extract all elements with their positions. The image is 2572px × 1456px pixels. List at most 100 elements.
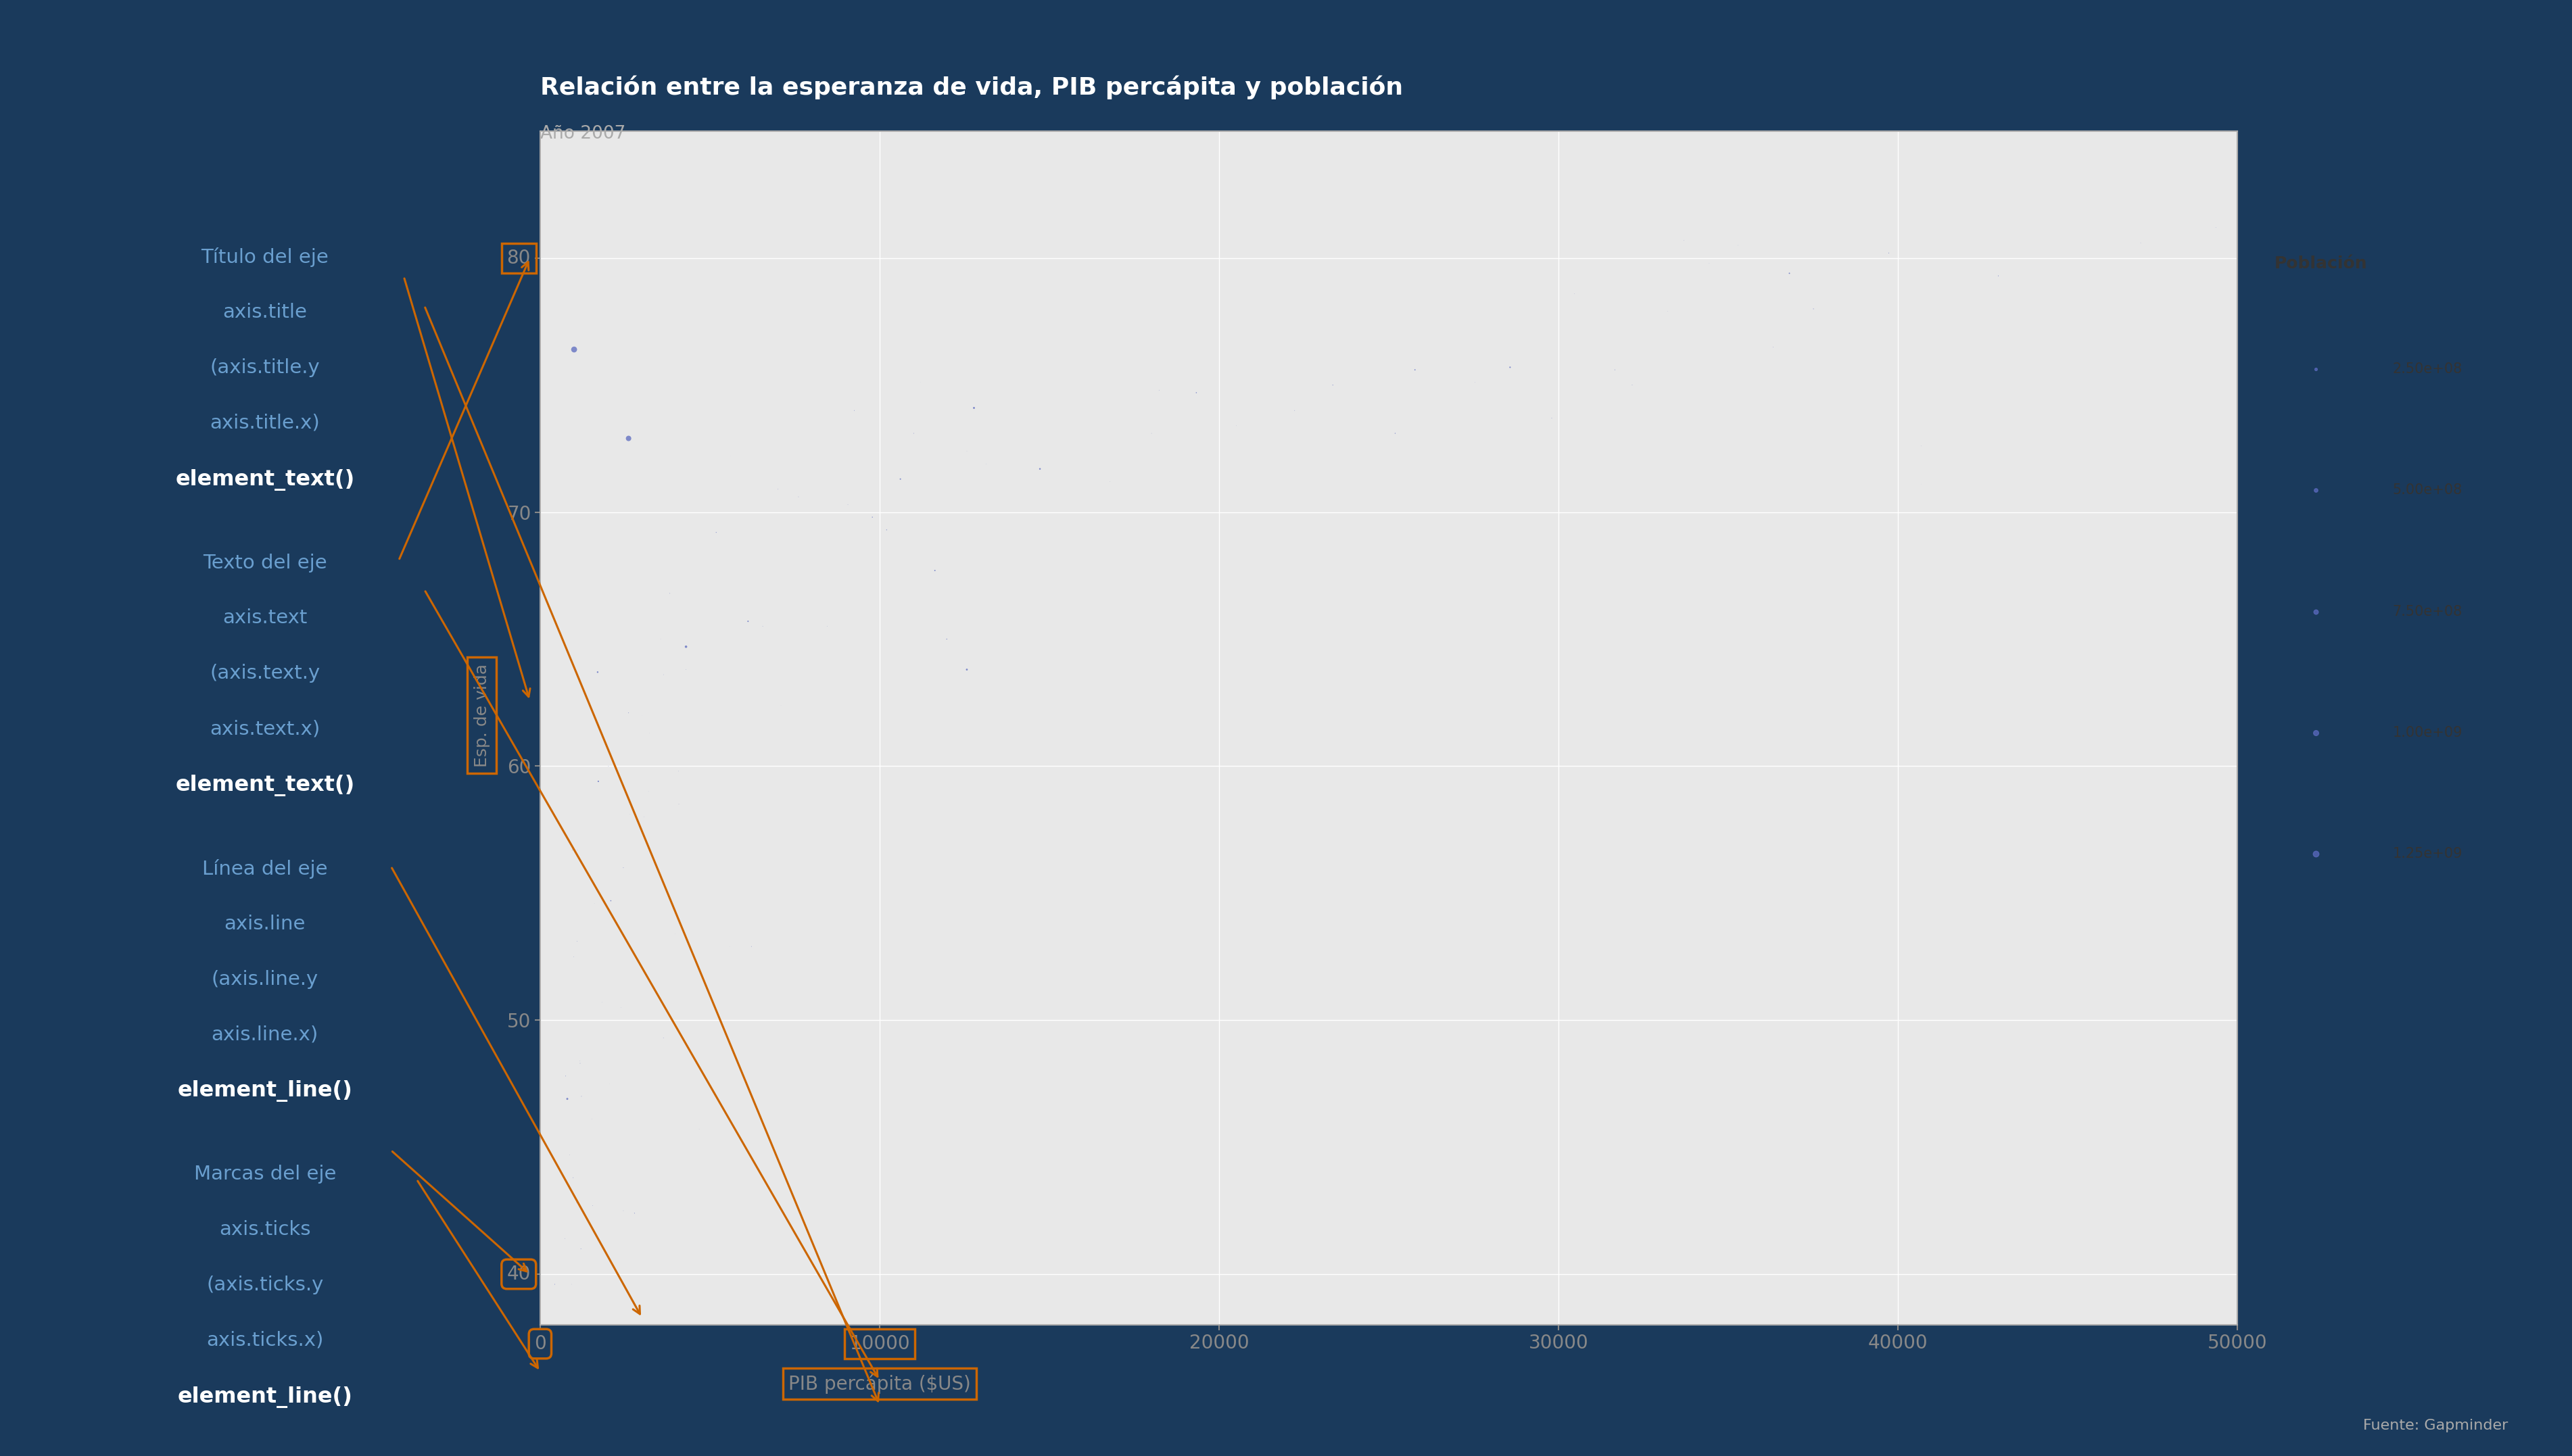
Text: (axis.text.y: (axis.text.y [211,664,319,683]
Text: axis.text.x): axis.text.x) [211,719,319,738]
Point [1373,422,1415,446]
Text: 5.00e+08: 5.00e+08 [2392,483,2461,496]
Point [610,802,651,826]
Text: element_line(): element_line() [177,1386,352,1408]
Point [1530,406,1571,430]
Text: 7.50e+08: 7.50e+08 [2392,604,2461,619]
Point [1978,264,2019,287]
Text: axis.text: axis.text [224,609,306,628]
Text: element_text(): element_text() [175,469,355,491]
Text: 2.50e+08: 2.50e+08 [2392,363,2461,376]
Point [1690,252,1731,275]
Point [545,1227,586,1251]
Point [574,891,615,914]
Point [1553,282,1595,306]
Point [964,453,1006,476]
Point [615,1201,656,1224]
Point [1901,473,1942,496]
Point [581,990,622,1013]
Point [666,658,707,681]
Text: Línea del eje: Línea del eje [203,859,327,878]
Point [1664,229,1705,252]
Point [556,930,597,954]
Point [710,935,751,958]
Point [643,662,684,686]
Point [602,856,643,879]
Point [1394,358,1435,381]
Text: 40: 40 [507,1265,530,1284]
Point [2196,215,2238,239]
Text: axis.ticks: axis.ticks [219,1220,311,1239]
Point [867,518,908,542]
Point [622,703,664,727]
Text: 1.00e+09: 1.00e+09 [2392,727,2461,740]
Point [1217,414,1258,437]
Point [1901,434,1942,457]
Point [2294,600,2335,623]
Point [1019,457,1060,480]
Text: Año 2007: Año 2007 [540,125,625,143]
Text: 80: 80 [507,249,530,268]
Point [1770,262,1811,285]
Point [561,1051,602,1075]
Point [628,780,669,804]
Text: PIB percápita ($US): PIB percápita ($US) [790,1374,970,1393]
Text: axis.title: axis.title [224,303,306,322]
Point [556,1191,597,1214]
Point [1718,234,1759,258]
Point [535,1273,576,1296]
Text: axis.title.x): axis.title.x) [211,414,319,432]
Point [2294,842,2335,865]
Point [710,444,751,467]
Point [1456,371,1497,395]
Point [653,922,694,945]
Point [679,1118,720,1142]
Point [1132,422,1173,446]
Point [628,721,669,744]
Point [1595,358,1636,381]
Point [622,805,664,828]
Point [602,1198,643,1222]
Text: axis.line: axis.line [224,914,306,933]
Point [553,338,594,361]
Point [648,582,689,606]
Point [828,492,869,515]
Point [1489,355,1530,379]
Text: (axis.line.y: (axis.line.y [211,970,319,989]
Point [602,996,643,1019]
Text: Esp. de vida: Esp. de vida [473,664,491,767]
Point [553,1166,594,1190]
Point [694,521,736,545]
Text: Relación entre la esperanza de vida, PIB percápita y población: Relación entre la esperanza de vida, PIB… [540,76,1402,99]
Text: (axis.title.y: (axis.title.y [211,358,319,377]
Point [550,1273,592,1296]
Point [658,760,700,783]
Point [643,1026,684,1050]
Point [1646,300,1687,323]
Point [607,427,648,450]
Point [545,1064,586,1088]
Point [553,839,594,862]
Point [954,396,995,419]
Point [2294,479,2335,502]
Point [1312,373,1353,396]
Point [833,399,874,422]
Text: element_text(): element_text() [175,775,355,796]
Point [913,559,954,582]
Point [892,422,934,446]
Point [900,371,941,395]
Point [1139,379,1181,402]
Point [946,658,988,681]
Point [640,628,682,651]
Point [589,1072,630,1095]
Point [579,770,620,794]
Point [571,1108,612,1131]
Point [1867,242,1908,265]
Point [2294,721,2335,744]
Point [851,505,892,529]
Text: axis.ticks.x): axis.ticks.x) [206,1331,324,1350]
Point [571,1194,612,1217]
Point [2294,358,2335,381]
Point [1793,297,1834,320]
Point [777,485,818,508]
